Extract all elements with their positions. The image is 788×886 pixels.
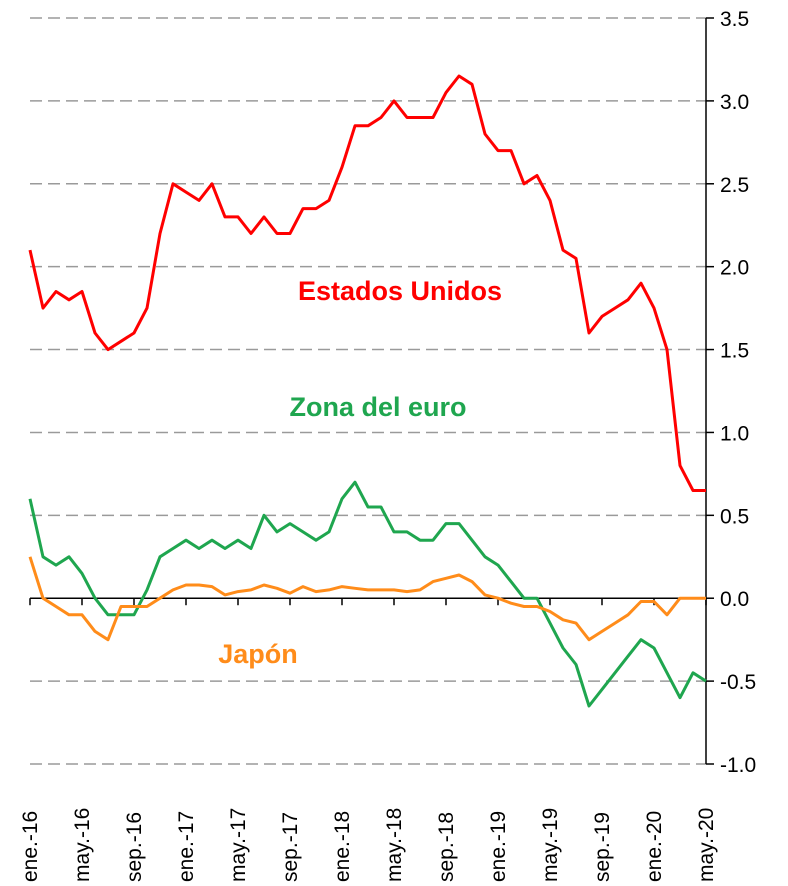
y-tick-label: 1.0 xyxy=(720,422,749,445)
x-tick-label: sep.-18 xyxy=(435,812,458,882)
x-tick-label: ene.-19 xyxy=(487,811,510,882)
series-label: Zona del euro xyxy=(289,392,466,422)
line-series xyxy=(28,556,706,642)
y-tick-label: 2.0 xyxy=(720,257,749,280)
x-tick-label: sep.-19 xyxy=(591,812,614,882)
x-tick-label: sep.-16 xyxy=(123,812,146,882)
x-tick-label: ene.-20 xyxy=(643,811,666,882)
x-tick-label: ene.-17 xyxy=(175,811,198,882)
y-tick-label: 0.5 xyxy=(720,505,749,528)
x-tick-label: may.-17 xyxy=(227,808,250,882)
x-tick-label: ene.-16 xyxy=(19,811,42,882)
x-tick-label: ene.-18 xyxy=(331,811,354,882)
series-label: Japón xyxy=(218,639,298,669)
x-tick-label: may.-18 xyxy=(383,808,406,882)
x-tick-label: may.-16 xyxy=(71,808,94,882)
x-tick-label: may.-20 xyxy=(695,808,718,882)
y-tick-label: 3.0 xyxy=(720,91,749,114)
y-tick-label: 2.5 xyxy=(720,174,749,197)
y-tick-label: 1.5 xyxy=(720,340,749,363)
y-tick-label: -0.5 xyxy=(720,671,756,694)
x-tick-label: sep.-17 xyxy=(279,812,302,882)
y-tick-label: 0.0 xyxy=(720,588,749,611)
line-series xyxy=(28,480,707,708)
x-tick-label: may.-19 xyxy=(539,808,562,882)
y-tick-label: -1.0 xyxy=(720,754,756,777)
series-label: Estados Unidos xyxy=(298,276,502,306)
line-series xyxy=(28,74,706,492)
y-tick-label: 3.5 xyxy=(720,8,749,31)
